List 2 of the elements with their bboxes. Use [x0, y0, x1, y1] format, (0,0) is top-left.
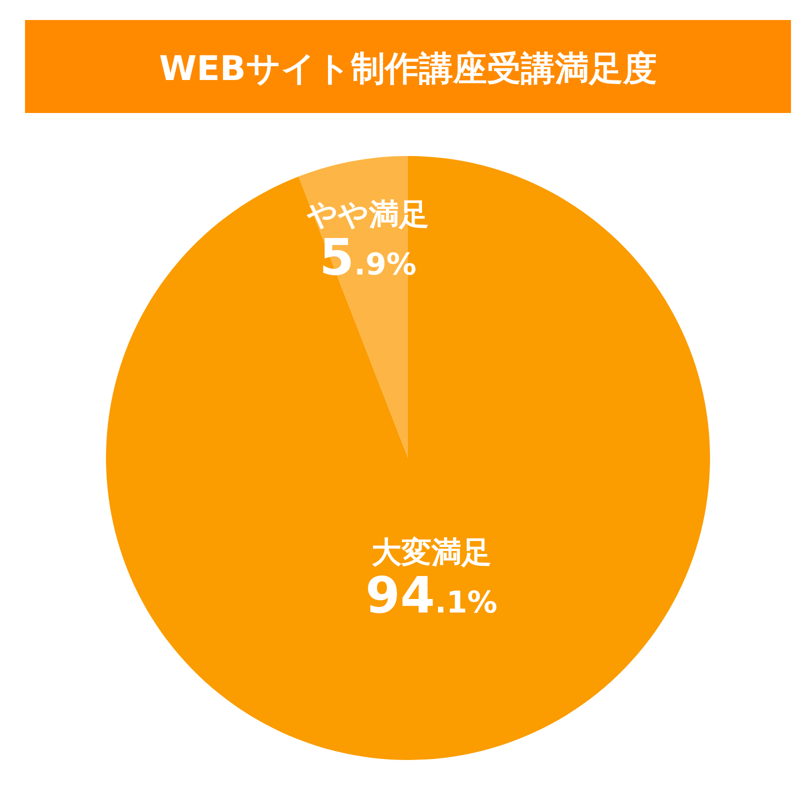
chart-title: WEBサイト制作講座受講満足度: [159, 49, 657, 89]
pie-slice: [106, 156, 710, 760]
